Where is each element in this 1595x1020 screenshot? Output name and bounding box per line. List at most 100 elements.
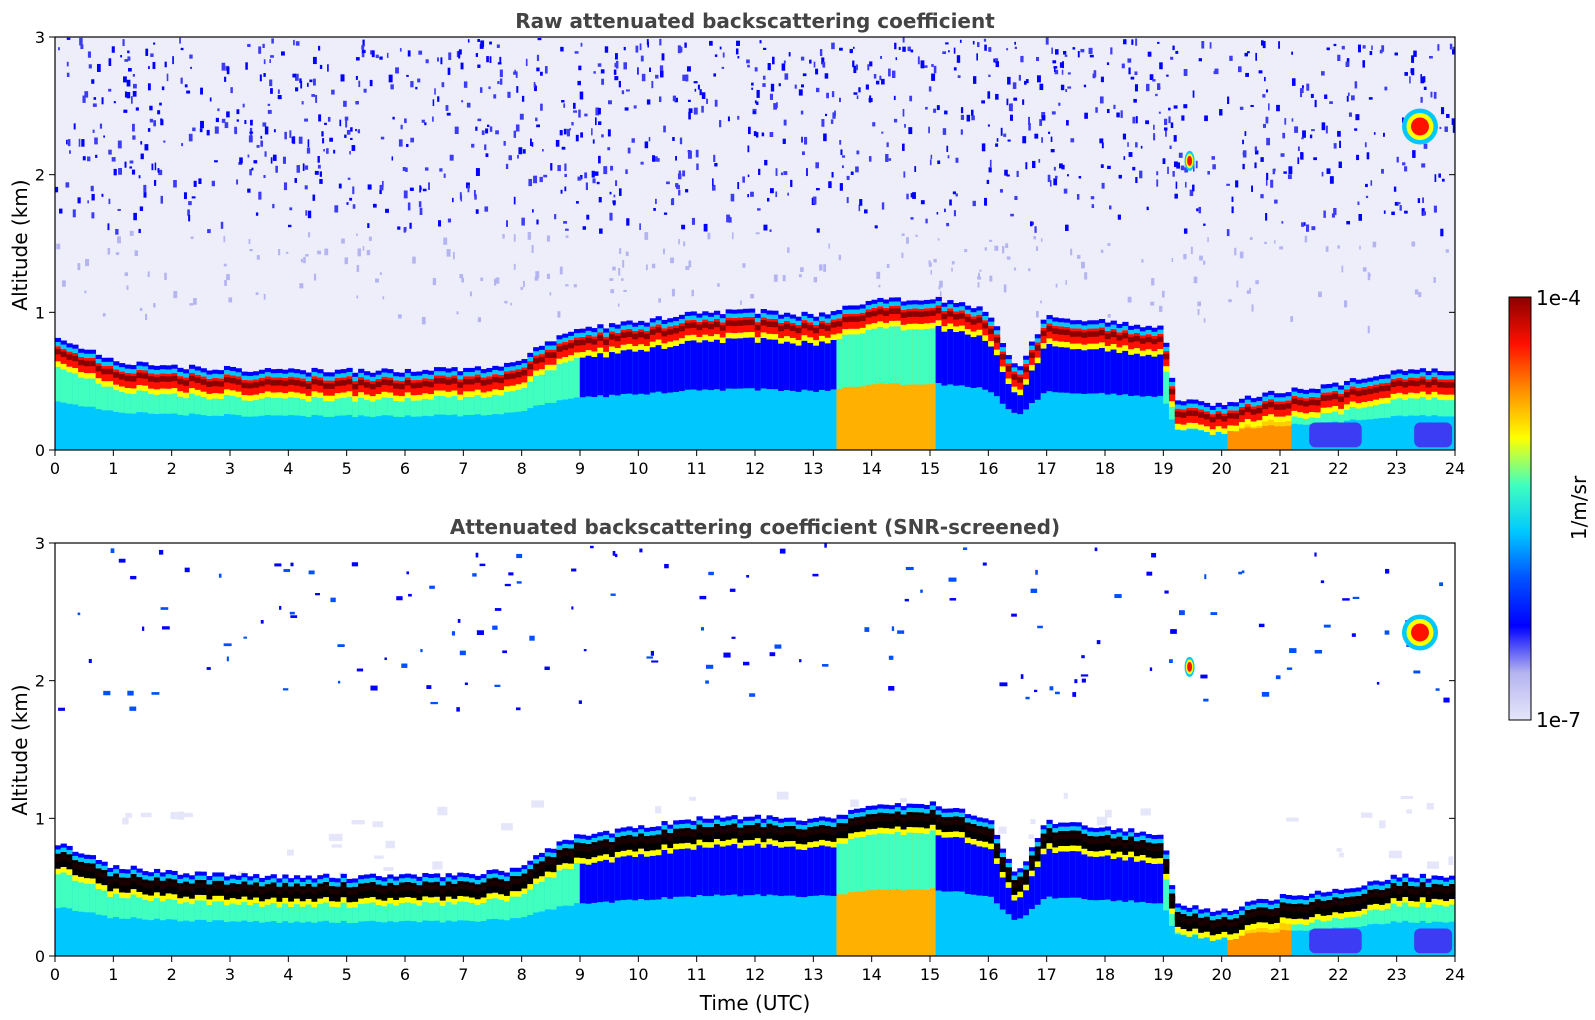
layer-cell <box>393 376 400 381</box>
noise-speckle <box>495 130 499 135</box>
layer-cell <box>818 845 826 956</box>
layer-cell <box>369 372 377 377</box>
layer-cell <box>352 383 359 390</box>
layer-cell <box>1028 370 1036 404</box>
layer-cell <box>346 396 353 415</box>
panel1-y-axis-label: Altitude (km) <box>8 179 32 310</box>
noise-speckle <box>245 62 248 70</box>
layer-cell <box>1093 851 1100 857</box>
noise-speckle <box>1226 229 1230 237</box>
noise-speckle <box>1383 210 1386 214</box>
layer-cell <box>1244 399 1252 404</box>
layer-cell <box>270 885 277 891</box>
layer-cell <box>848 309 855 314</box>
noise-speckle <box>259 74 262 82</box>
layer-cell <box>247 400 254 450</box>
layer-cell <box>848 820 855 827</box>
layer-cell <box>626 826 633 831</box>
layer-cell <box>877 297 884 303</box>
layer-cell <box>1303 907 1310 913</box>
noise-speckle <box>130 96 133 104</box>
noise-speckle <box>129 160 134 164</box>
noise-speckle <box>1203 260 1206 265</box>
layer-cell <box>719 343 727 391</box>
layer-cell <box>1343 409 1351 421</box>
noise-speckle <box>1343 300 1348 308</box>
layer-cell <box>113 894 120 956</box>
layer-cell <box>906 329 913 450</box>
layer-cell <box>667 828 674 833</box>
layer-cell <box>72 855 79 861</box>
noise-speckle <box>566 128 571 137</box>
noise-speckle <box>678 189 681 196</box>
layer-cell <box>614 828 622 833</box>
noise-speckle <box>1024 80 1027 85</box>
screened-speckle <box>1170 629 1177 634</box>
layer-cell <box>1308 904 1316 911</box>
layer-cell <box>1256 922 1263 928</box>
layer-cell <box>1186 422 1193 429</box>
layer-cell <box>451 378 458 384</box>
layer-cell <box>1005 862 1012 868</box>
layer-cell <box>1133 353 1141 396</box>
layer-cell <box>1180 934 1187 956</box>
layer-cell <box>1098 342 1106 348</box>
layer-cell <box>1011 871 1018 876</box>
noise-speckle <box>277 94 282 100</box>
layer-cell <box>1373 880 1380 885</box>
layer-cell <box>1314 914 1322 920</box>
noise-speckle <box>1067 174 1069 177</box>
layer-cell <box>223 905 231 923</box>
noise-speckle <box>1003 284 1007 293</box>
layer-cell <box>486 396 493 450</box>
noise-speckle <box>585 182 588 191</box>
layer-cell <box>387 380 394 386</box>
layer-cell <box>95 365 102 372</box>
noise-speckle <box>747 194 750 198</box>
noise-speckle <box>1402 162 1406 166</box>
noise-speckle <box>1237 66 1242 73</box>
layer-cell <box>1402 399 1409 450</box>
noise-speckle <box>183 192 187 200</box>
layer-cell <box>492 394 499 450</box>
layer-cell <box>188 393 196 414</box>
layer-cell <box>1046 819 1053 824</box>
noise-speckle <box>676 184 680 190</box>
layer-cell <box>1168 388 1176 395</box>
layer-cell <box>1250 929 1257 933</box>
layer-cell <box>1093 324 1100 329</box>
layer-cell <box>906 323 913 330</box>
layer-cell <box>509 391 517 413</box>
layer-cell <box>1279 397 1287 402</box>
noise-speckle <box>417 78 421 83</box>
layer-cell <box>387 369 394 374</box>
layer-cell <box>731 819 738 824</box>
x-tick-label: 23 <box>1386 459 1406 478</box>
layer-cell <box>1384 908 1392 924</box>
layer-cell <box>976 317 983 323</box>
layer-cell <box>95 383 102 450</box>
layer-cell <box>1320 896 1327 901</box>
noise-speckle <box>657 158 660 162</box>
layer-cell <box>813 846 820 896</box>
layer-cell <box>235 886 242 893</box>
screened-speckle <box>289 611 295 615</box>
layer-cell <box>247 376 254 381</box>
layer-cell <box>713 321 721 328</box>
noise-speckle <box>499 78 503 85</box>
layer-cell <box>188 388 196 394</box>
noise-speckle <box>474 194 477 200</box>
layer-cell <box>153 394 161 415</box>
layer-cell <box>1308 392 1316 397</box>
layer-cell <box>1198 405 1205 410</box>
layer-cell <box>684 823 692 828</box>
layer-cell <box>603 357 610 398</box>
layer-cell <box>1326 920 1333 929</box>
layer-cell <box>1192 399 1199 404</box>
layer-cell <box>807 829 814 836</box>
layer-cell <box>1238 422 1246 428</box>
layer-cell <box>369 902 377 956</box>
layer-cell <box>428 381 435 388</box>
layer-cell <box>1378 398 1386 404</box>
layer-cell <box>1367 406 1374 450</box>
